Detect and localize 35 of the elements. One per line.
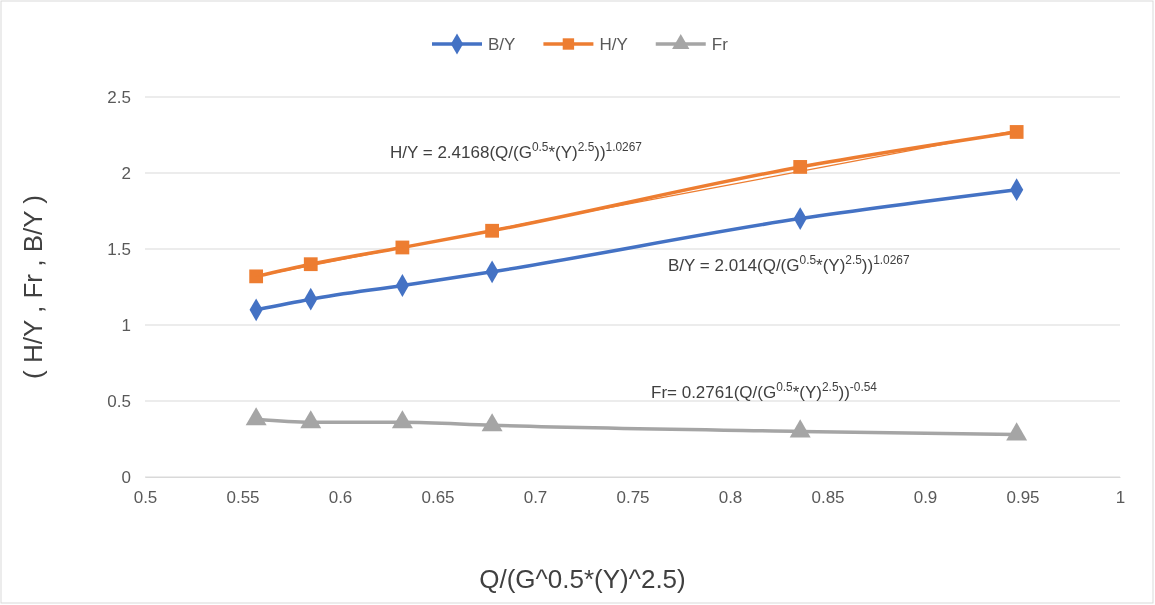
x-tick-label: 0.9 <box>913 488 938 508</box>
y-tick-label: 2.5 <box>107 87 131 107</box>
point <box>789 419 811 438</box>
point <box>391 410 413 429</box>
x-tick-label: 0.65 <box>421 488 455 508</box>
annotation: B/Y = 2.014(Q/(G$^{0.5}$*(Y)$^{2.5}$))$^{1.0267}$ <box>668 253 910 275</box>
y-tick-label: 1 <box>121 315 131 335</box>
x-tick-label: 0.85 <box>811 488 845 508</box>
x-tick-label: 0.75 <box>616 488 650 508</box>
point <box>1009 125 1024 139</box>
legend-label: B/Y <box>488 35 516 54</box>
point <box>300 410 322 429</box>
x-tick-label: 0.6 <box>328 488 353 508</box>
point <box>249 269 264 284</box>
y-axis-title: ( H/Y , Fr , B/Y ) <box>18 195 48 379</box>
x-tick-label: 0.8 <box>718 488 743 508</box>
y-tick-label: 0 <box>121 467 131 487</box>
point <box>303 257 318 272</box>
point <box>485 223 499 238</box>
annotation: Fr= 0.2761(Q/(G$^{0.5}$*(Y)$^{2.5}$))$^{-0.54}$ <box>651 380 878 402</box>
point <box>481 413 503 432</box>
point <box>1006 422 1028 441</box>
x-tick-label: 0.55 <box>226 488 260 508</box>
legend-label: H/Y <box>599 35 628 54</box>
x-tick-label: 0.7 <box>523 488 548 508</box>
y-tick-label: 1.5 <box>107 239 131 259</box>
legend-label: Fr <box>711 35 729 54</box>
point <box>245 407 267 426</box>
y-tick-label: 0.5 <box>107 391 131 411</box>
x-tick-label: 1 <box>1115 488 1126 508</box>
x-tick-label: 0.95 <box>1006 488 1040 508</box>
x-axis-title: Q/(G^0.5*(Y)^2.5) <box>479 564 686 594</box>
y-tick-label: 2 <box>121 163 131 183</box>
point <box>793 160 808 174</box>
annotation: H/Y = 2.4168(Q/(G$^{0.5}$*(Y)$^{2.5}$))$^{1.0267}$ <box>390 140 643 162</box>
